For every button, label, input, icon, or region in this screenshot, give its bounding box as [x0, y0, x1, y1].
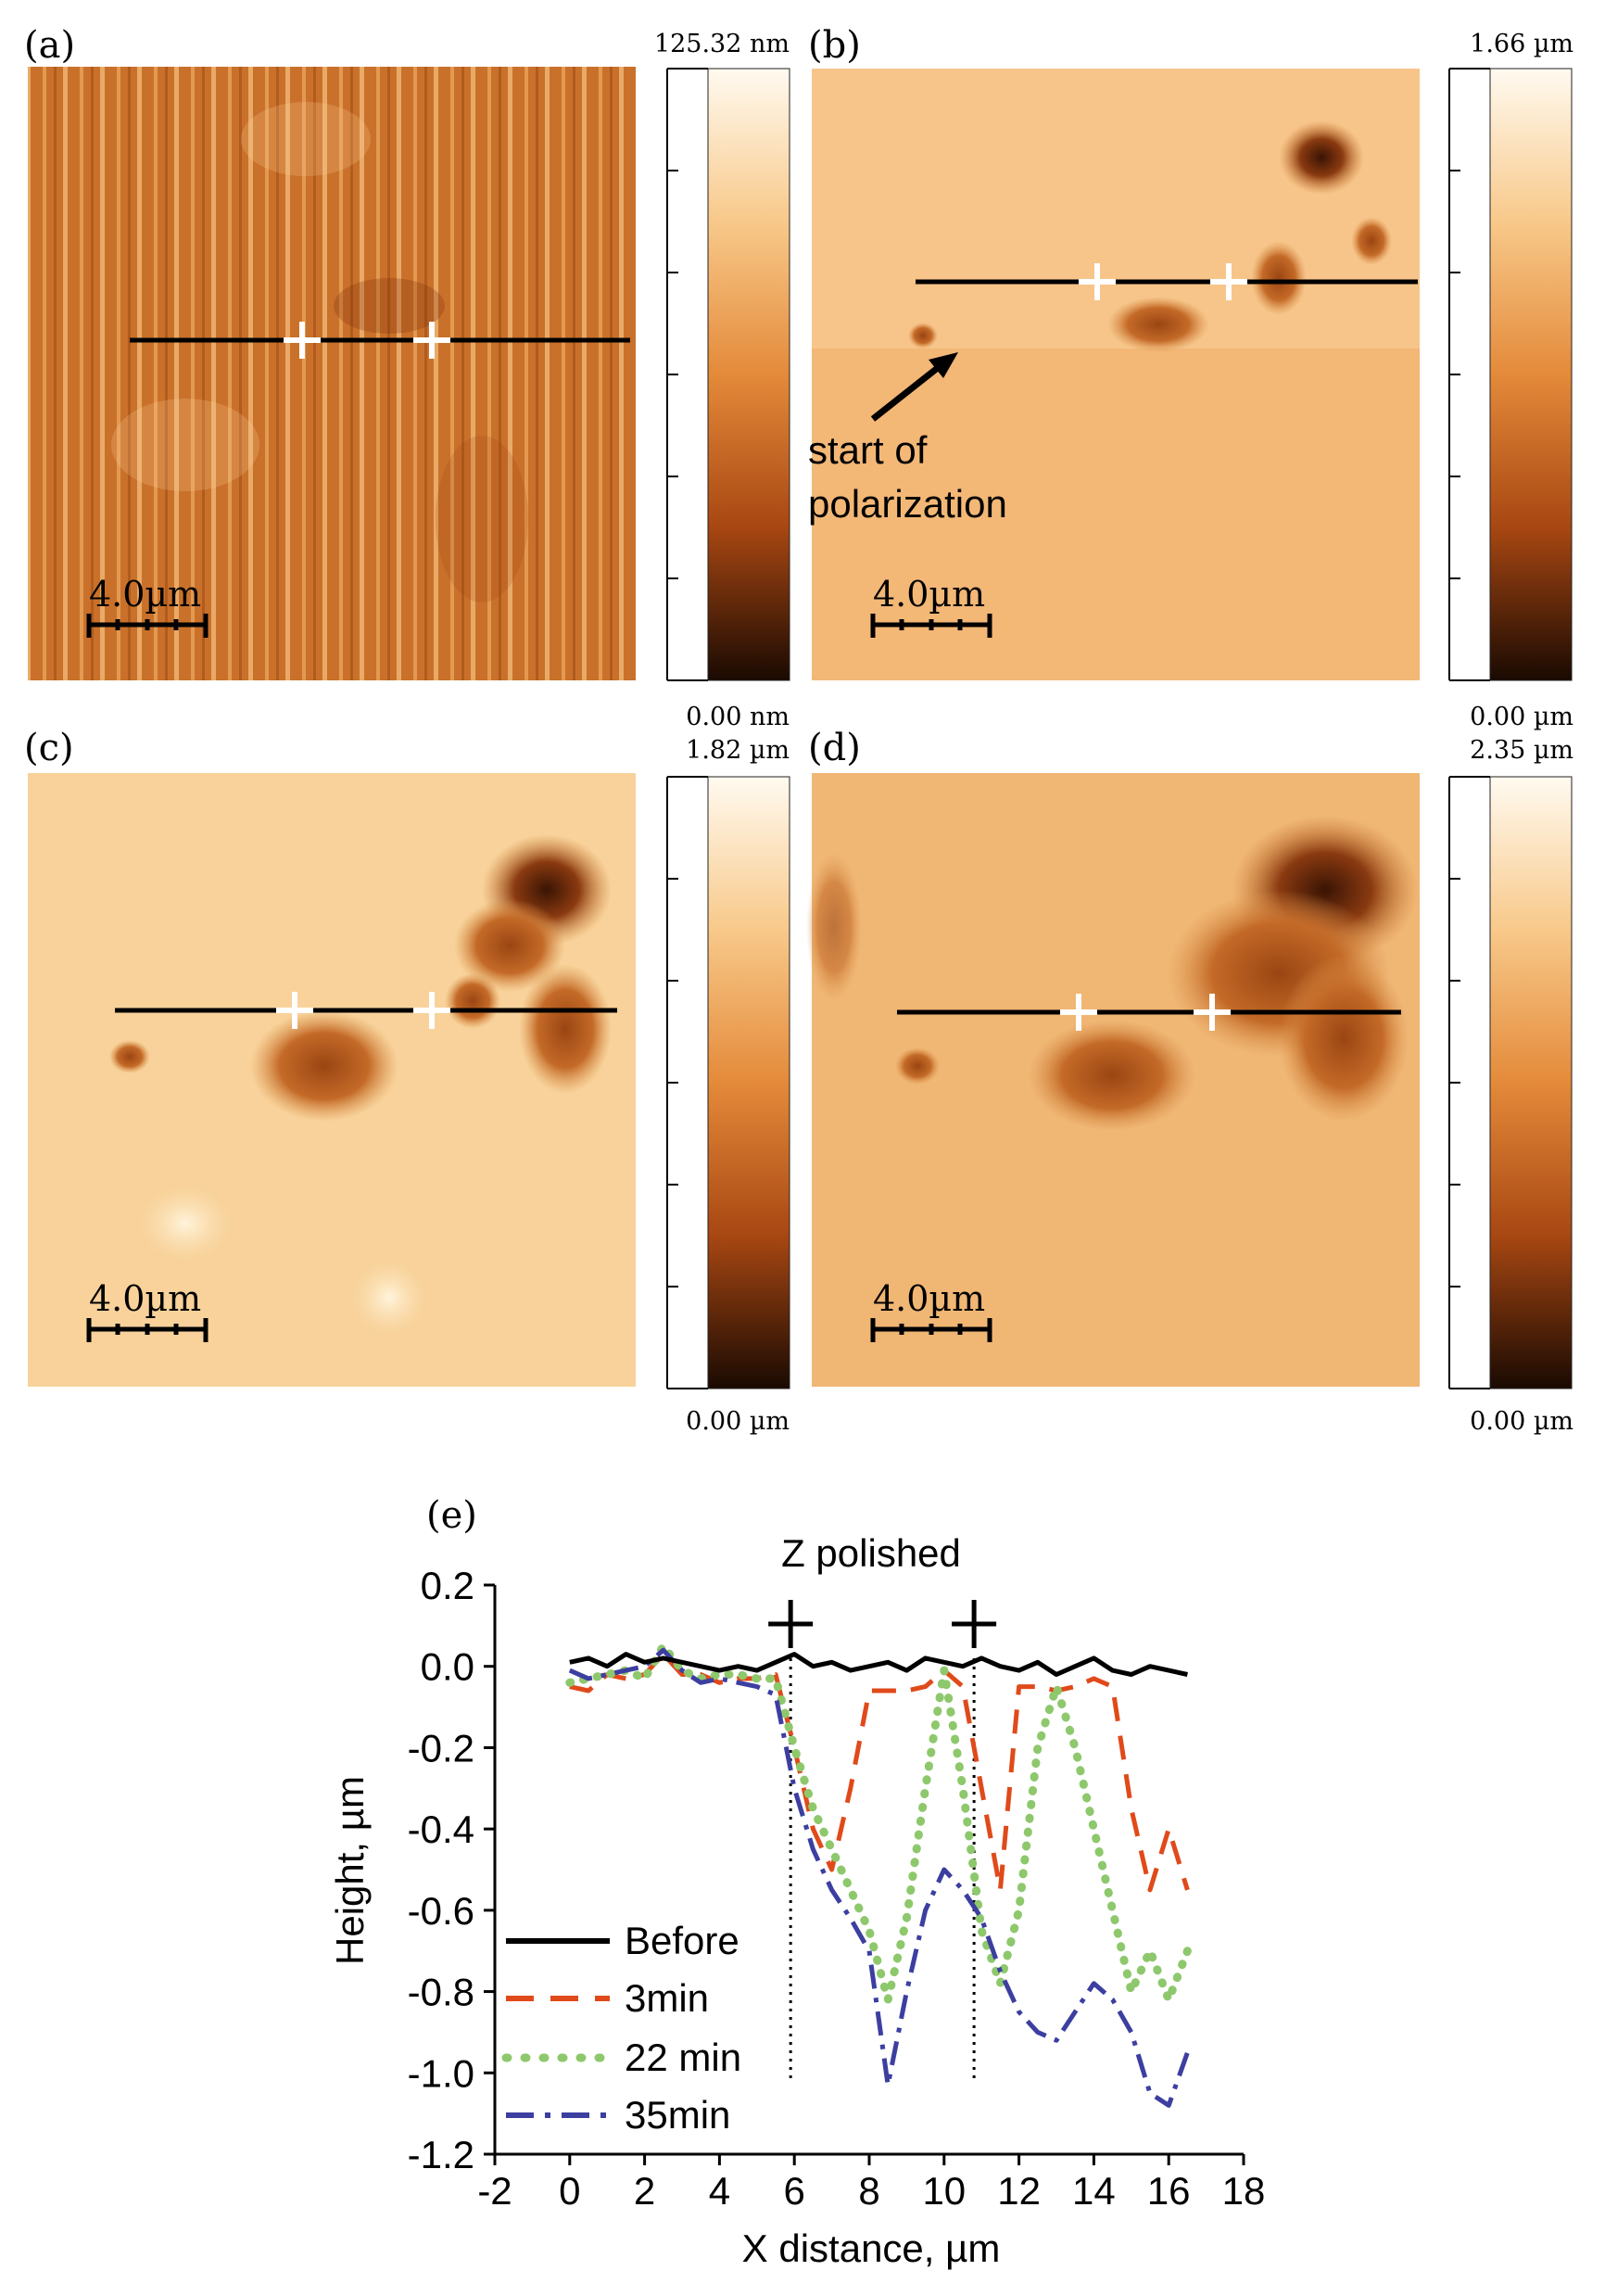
- scale-bar-label-c: 4.0µm: [89, 1278, 201, 1319]
- cross-marker-c2: [413, 992, 450, 1029]
- x-tick-label: 0: [559, 2169, 580, 2213]
- arrow-annotation-b: [870, 352, 958, 422]
- legend-label-22min: 22 min: [625, 2036, 741, 2079]
- scale-bar-label-b: 4.0µm: [873, 574, 985, 615]
- legend-label-35min: 35min: [625, 2093, 730, 2137]
- colorbar-b: [1489, 68, 1573, 681]
- x-tick-label: 16: [1147, 2169, 1191, 2213]
- x-tick-label: 2: [634, 2169, 655, 2213]
- panel-d: (d) 2.35 µm 4.0µm: [806, 727, 1573, 1436]
- colorbar-ticks-a: [666, 68, 708, 681]
- series-22min: [565, 1642, 1192, 2004]
- series-3min: [569, 1652, 1190, 1893]
- colorbar-max-a: 125.32 nm: [654, 30, 790, 58]
- afm-texture-a: [28, 67, 636, 680]
- afm-features-c: [109, 834, 612, 1335]
- colorbar-min-b: 0.00 µm: [1470, 703, 1573, 731]
- x-axis-label: X distance, µm: [742, 2226, 1001, 2270]
- y-tick-label: -0.4: [408, 1808, 474, 1851]
- y-axis-label: Height, µm: [328, 1776, 372, 1965]
- colorbar-ticks-d: [1448, 776, 1490, 1389]
- colorbar-min-c: 0.00 µm: [686, 1407, 790, 1436]
- colorbar-max-b: 1.66 µm: [1470, 30, 1573, 58]
- panel-b-label: (b): [808, 24, 861, 67]
- panel-c-label: (c): [24, 727, 74, 769]
- y-tick-label: -1.0: [408, 2051, 474, 2095]
- chart-title: Z polished: [781, 1531, 961, 1575]
- panel-b: (b) start of polarization 4.0µm: [808, 24, 1573, 731]
- marker-lines: [768, 1600, 997, 2082]
- annotation-polarization: polarization: [808, 482, 1007, 526]
- panel-d-label: (d): [808, 727, 861, 769]
- scale-bar-c: [86, 1318, 209, 1342]
- scale-bar-a: [86, 614, 209, 638]
- cross-marker-a2: [413, 322, 450, 359]
- legend: Before 3min 22 min 35min: [501, 1919, 741, 2137]
- cross-marker-a1: [284, 322, 321, 359]
- x-tick-label: 12: [997, 2169, 1041, 2213]
- cross-marker-d1: [1060, 994, 1097, 1031]
- x-tick-label: 14: [1072, 2169, 1116, 2213]
- cross-marker-c1: [276, 992, 313, 1029]
- y-tick-label: -0.8: [408, 1971, 474, 2014]
- colorbar-max-c: 1.82 µm: [686, 736, 790, 765]
- plot-frame: [493, 1585, 1244, 2156]
- x-tick-label: 4: [709, 2169, 730, 2213]
- y-tick-label: -1.2: [408, 2133, 474, 2176]
- x-tick-label: 6: [784, 2169, 805, 2213]
- legend-label-3min: 3min: [625, 1976, 709, 2020]
- colorbar-min-d: 0.00 µm: [1470, 1407, 1573, 1436]
- panel-a: (a) 4.0µm 125.32 nm: [24, 24, 790, 731]
- scale-bar-label-d: 4.0µm: [873, 1278, 985, 1319]
- y-tick-label: 0.0: [421, 1645, 474, 1689]
- x-tick-label: 10: [922, 2169, 966, 2213]
- cross-marker-b1: [1079, 263, 1116, 300]
- scale-bar-b: [870, 614, 992, 638]
- colorbar-max-d: 2.35 µm: [1470, 736, 1573, 765]
- colorbar-c: [707, 776, 790, 1389]
- colorbar-a: [707, 68, 790, 681]
- scale-bar-label-a: 4.0µm: [89, 574, 201, 615]
- colorbar-ticks-b: [1448, 68, 1490, 681]
- x-tick-label: 8: [858, 2169, 879, 2213]
- afm-features-b: [908, 121, 1392, 352]
- panel-c: (c) 1.82 µm 4.0µm: [24, 727, 790, 1436]
- annotation-start-of: start of: [808, 428, 928, 472]
- colorbar-ticks-c: [666, 776, 708, 1389]
- y-tick-label: -0.6: [408, 1889, 474, 1933]
- panel-e-label: (e): [426, 1494, 477, 1537]
- afm-scanned-region-b: [812, 69, 1420, 349]
- afm-features-d: [806, 816, 1418, 1131]
- scale-bar-d: [870, 1318, 992, 1342]
- y-tick-label: -0.2: [408, 1726, 474, 1770]
- panel-a-label: (a): [24, 24, 75, 67]
- colorbar-d: [1489, 776, 1573, 1389]
- series-layer: [565, 1642, 1192, 2108]
- colorbar-min-a: 0.00 nm: [686, 703, 790, 731]
- cross-marker-d2: [1194, 994, 1231, 1031]
- y-ticks: 0.2 0.0 -0.2 -0.4 -0.6 -0.8 -1.0 -1.2: [408, 1564, 495, 2176]
- afm-image-a: [28, 67, 636, 680]
- y-tick-label: 0.2: [421, 1564, 474, 1607]
- panel-e: (e) Z polished -2 0 2 4 6 8 10 12 14 16 18 0.2 0.0 -…: [328, 1494, 1265, 2270]
- x-ticks: -2 0 2 4 6 8 10 12 14 16 18: [477, 2154, 1265, 2213]
- cross-marker-b2: [1210, 263, 1247, 300]
- series-before: [569, 1652, 1188, 1677]
- x-tick-label: -2: [477, 2169, 512, 2213]
- legend-label-before: Before: [625, 1919, 739, 1962]
- x-tick-label: 18: [1222, 2169, 1266, 2213]
